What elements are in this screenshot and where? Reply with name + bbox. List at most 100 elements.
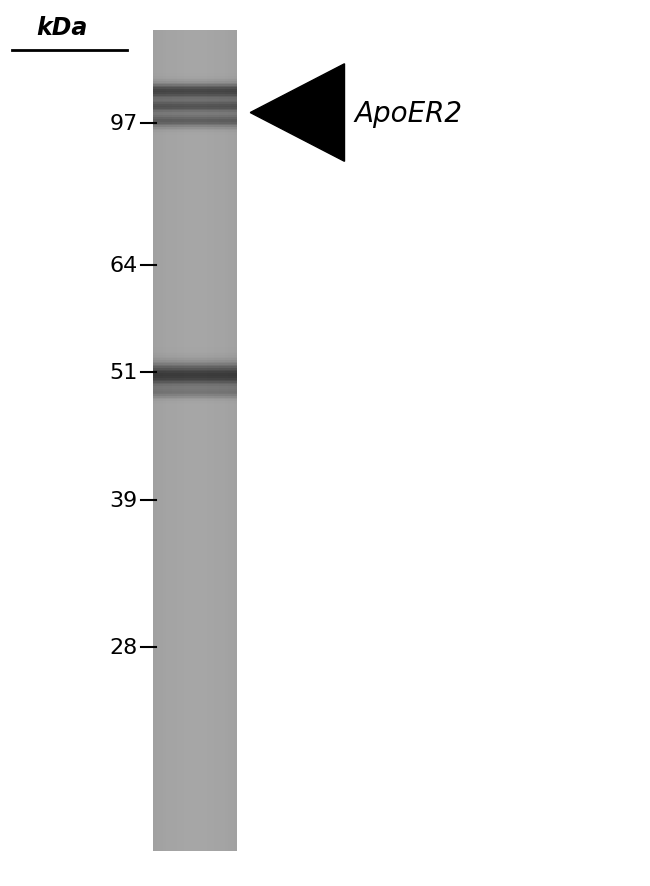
- Bar: [153, 351, 237, 353]
- Bar: [153, 231, 237, 233]
- Bar: [173, 31, 174, 851]
- Bar: [207, 31, 208, 851]
- Bar: [166, 31, 168, 851]
- Bar: [153, 621, 237, 623]
- Bar: [219, 31, 220, 851]
- Bar: [153, 486, 237, 488]
- Bar: [153, 205, 237, 206]
- Bar: [153, 843, 237, 844]
- Bar: [153, 538, 237, 539]
- Bar: [153, 403, 237, 405]
- Bar: [181, 31, 182, 851]
- Bar: [153, 579, 237, 580]
- Bar: [153, 750, 237, 752]
- Bar: [153, 459, 237, 461]
- Bar: [153, 267, 237, 268]
- Text: 39: 39: [110, 491, 138, 510]
- Bar: [153, 598, 237, 600]
- Bar: [153, 338, 237, 339]
- Bar: [153, 828, 237, 829]
- Bar: [203, 31, 205, 851]
- Bar: [153, 526, 237, 528]
- Bar: [153, 41, 237, 43]
- Bar: [153, 667, 237, 669]
- Bar: [153, 36, 237, 37]
- Bar: [153, 704, 237, 706]
- Bar: [179, 31, 180, 851]
- Bar: [153, 660, 237, 662]
- Bar: [153, 475, 237, 477]
- Text: kDa: kDa: [36, 16, 88, 40]
- Bar: [153, 156, 237, 157]
- Bar: [153, 136, 237, 137]
- Bar: [153, 282, 237, 284]
- Bar: [153, 237, 237, 239]
- Bar: [153, 603, 237, 604]
- Bar: [153, 727, 237, 729]
- Bar: [198, 31, 200, 851]
- Bar: [153, 557, 237, 559]
- Bar: [153, 214, 237, 216]
- Bar: [153, 573, 237, 575]
- Bar: [153, 837, 237, 839]
- Bar: [153, 213, 237, 214]
- Bar: [153, 172, 237, 174]
- Bar: [162, 31, 163, 851]
- Bar: [153, 478, 237, 480]
- Bar: [153, 484, 237, 485]
- Bar: [153, 713, 237, 714]
- Bar: [153, 285, 237, 287]
- Bar: [153, 157, 237, 159]
- Bar: [153, 780, 237, 781]
- Bar: [153, 376, 237, 377]
- Bar: [153, 118, 237, 120]
- Bar: [153, 752, 237, 754]
- Bar: [153, 690, 237, 692]
- Bar: [153, 398, 237, 400]
- Bar: [153, 441, 237, 442]
- Bar: [153, 409, 237, 411]
- Bar: [153, 146, 237, 147]
- Bar: [153, 436, 237, 438]
- Bar: [153, 626, 237, 627]
- Bar: [178, 31, 179, 851]
- Bar: [153, 847, 237, 849]
- Bar: [153, 762, 237, 764]
- Bar: [153, 729, 237, 731]
- Bar: [153, 91, 237, 93]
- Bar: [153, 565, 237, 567]
- Bar: [159, 31, 160, 851]
- Bar: [153, 508, 237, 509]
- Bar: [153, 648, 237, 649]
- Bar: [199, 31, 200, 851]
- Bar: [153, 98, 237, 100]
- Bar: [175, 31, 176, 851]
- Bar: [153, 357, 237, 359]
- Bar: [153, 511, 237, 513]
- Bar: [153, 820, 237, 821]
- Bar: [153, 434, 237, 436]
- Bar: [153, 46, 237, 47]
- Bar: [153, 575, 237, 577]
- Bar: [153, 746, 237, 747]
- Bar: [153, 725, 237, 726]
- Bar: [153, 472, 237, 473]
- Bar: [153, 482, 237, 484]
- Bar: [226, 31, 227, 851]
- Bar: [153, 783, 237, 785]
- Bar: [232, 31, 233, 851]
- Bar: [153, 594, 237, 595]
- Bar: [153, 528, 237, 529]
- Bar: [153, 341, 237, 342]
- Bar: [153, 197, 237, 198]
- Bar: [153, 577, 237, 579]
- Bar: [153, 683, 237, 685]
- Bar: [153, 264, 237, 266]
- Bar: [153, 797, 237, 798]
- Bar: [157, 31, 158, 851]
- Bar: [153, 413, 237, 415]
- Bar: [153, 123, 237, 124]
- Bar: [153, 374, 237, 376]
- Bar: [153, 367, 237, 369]
- Bar: [153, 812, 237, 814]
